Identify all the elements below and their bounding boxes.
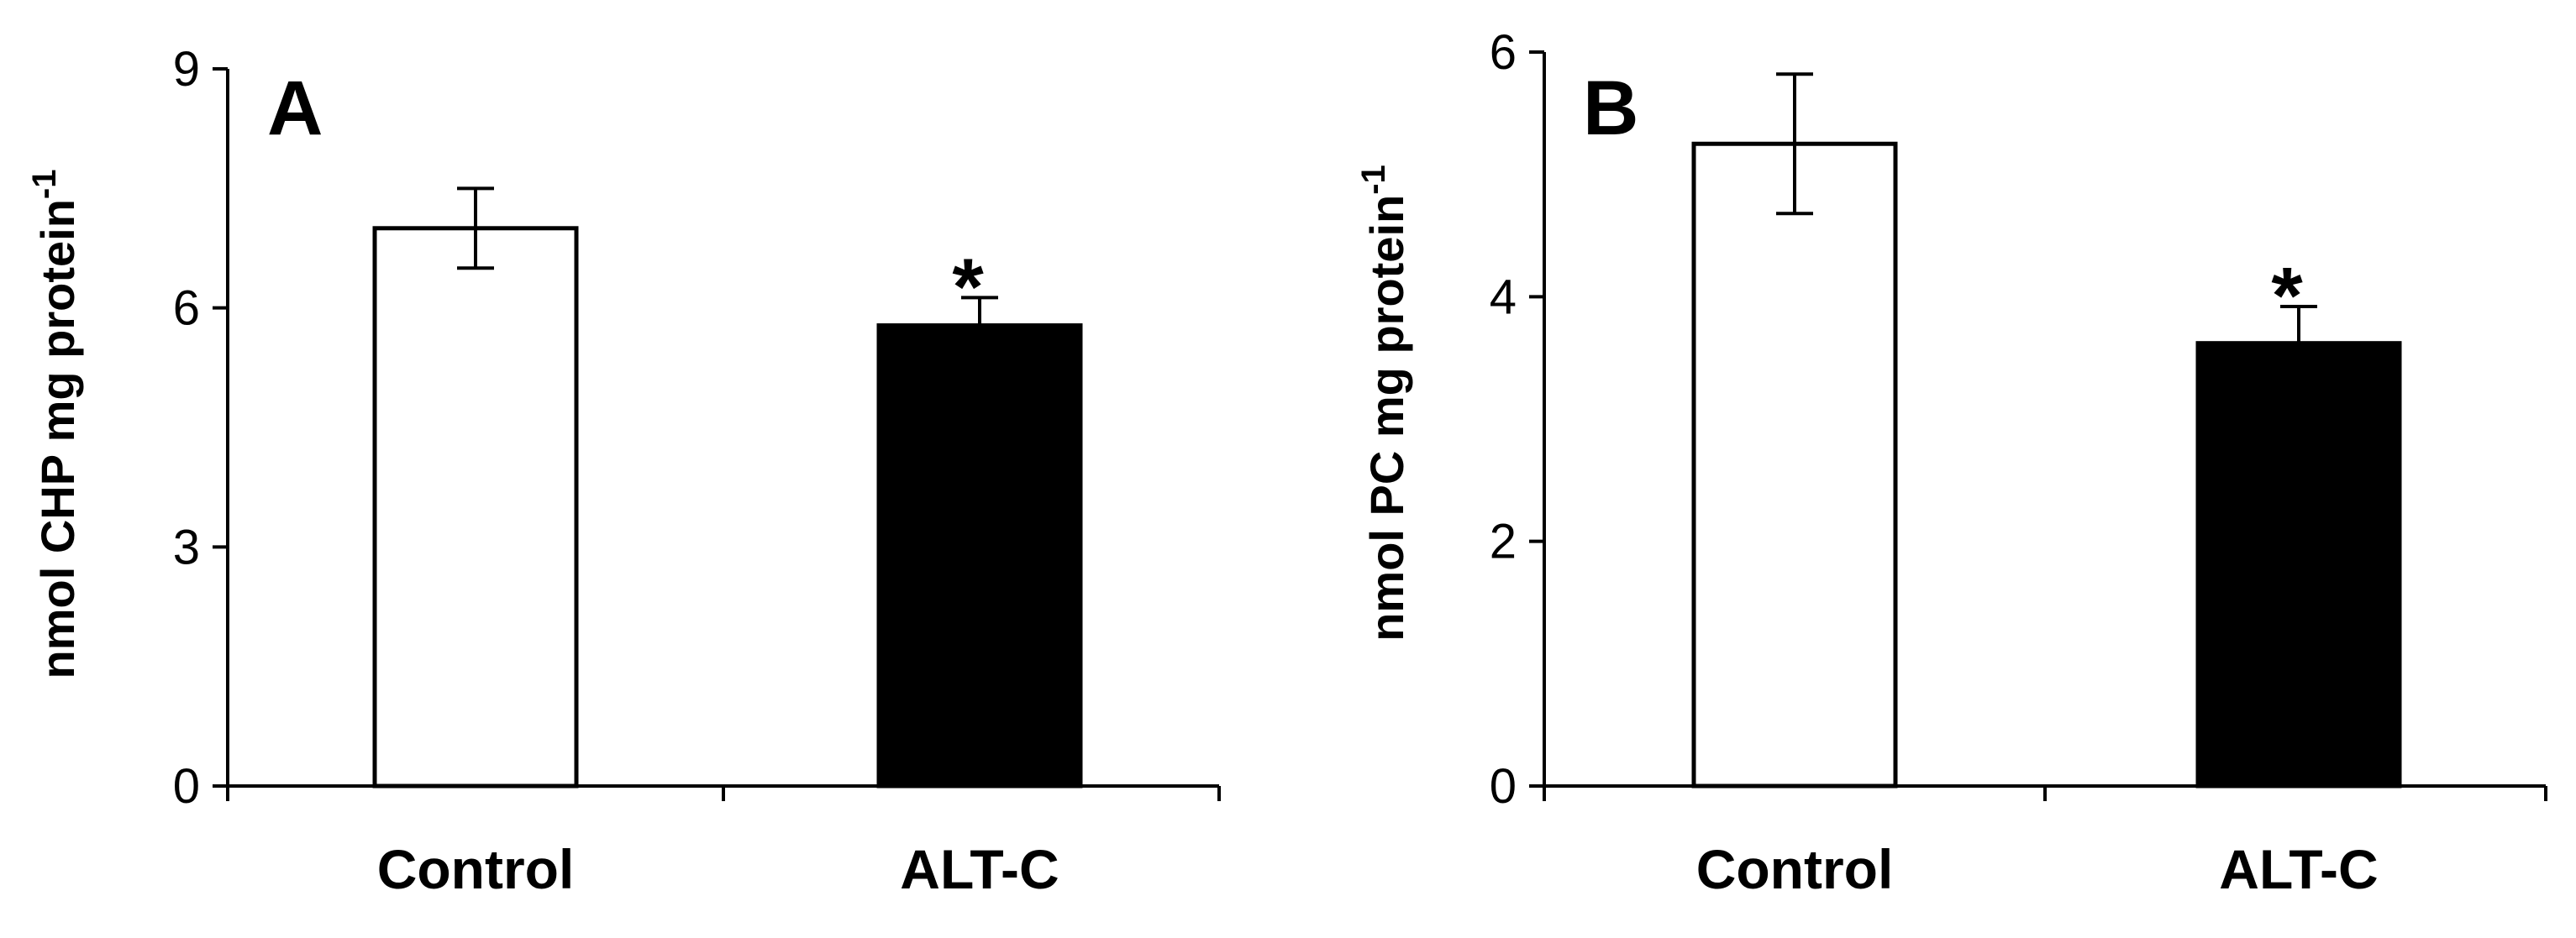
y-tick-label: 2 [1490,515,1517,569]
y-axis-label-b-main: nmol PC mg protein [1360,195,1413,642]
y-axis-label-a-main: nmol CHP mg protein [31,199,84,679]
category-label-a-control: Control [377,838,575,900]
y-tick-label: 9 [173,42,200,97]
bar-altc [2195,341,2402,789]
significance-marker: * [2271,251,2303,341]
x-ticks-b [1543,786,2547,801]
y-tick-label: 0 [173,759,200,814]
y-tick-label: 6 [1490,25,1517,80]
bars-a: * [372,186,1083,789]
y-tick-label: 0 [1490,759,1517,814]
panel-label-b: B [1583,66,1638,151]
panel-a: A nmol CHP mg protein-1 0 3 6 9 * Control A… [26,42,1221,900]
category-label-a-altc: ALT-C [900,838,1059,900]
y-axis-label-b: nmol PC mg protein-1 [1355,165,1413,642]
category-label-b-altc: ALT-C [2219,838,2378,900]
bar-altc [876,323,1083,789]
panel-label-a: A [267,66,323,151]
x-ticks-a [226,786,1221,801]
y-axis-label-a: nmol CHP mg protein-1 [26,169,84,679]
bar-control [1691,141,1898,789]
y-ticks-a: 0 3 6 9 [173,42,228,814]
y-tick-label: 4 [1490,270,1517,324]
y-ticks-b: 0 2 4 6 [1490,25,1544,814]
bar-control [372,226,579,789]
y-tick-label: 6 [173,281,200,336]
bars-b: * [1691,72,2402,789]
significance-marker: * [952,242,984,332]
y-tick-label: 3 [173,520,200,574]
panel-b: B nmol PC mg protein-1 0 2 4 6 * Control AL… [1355,25,2547,900]
y-axis-label-b-sup: -1 [1355,165,1392,195]
category-label-b-control: Control [1696,838,1894,900]
y-axis-label-a-sup: -1 [26,169,63,199]
